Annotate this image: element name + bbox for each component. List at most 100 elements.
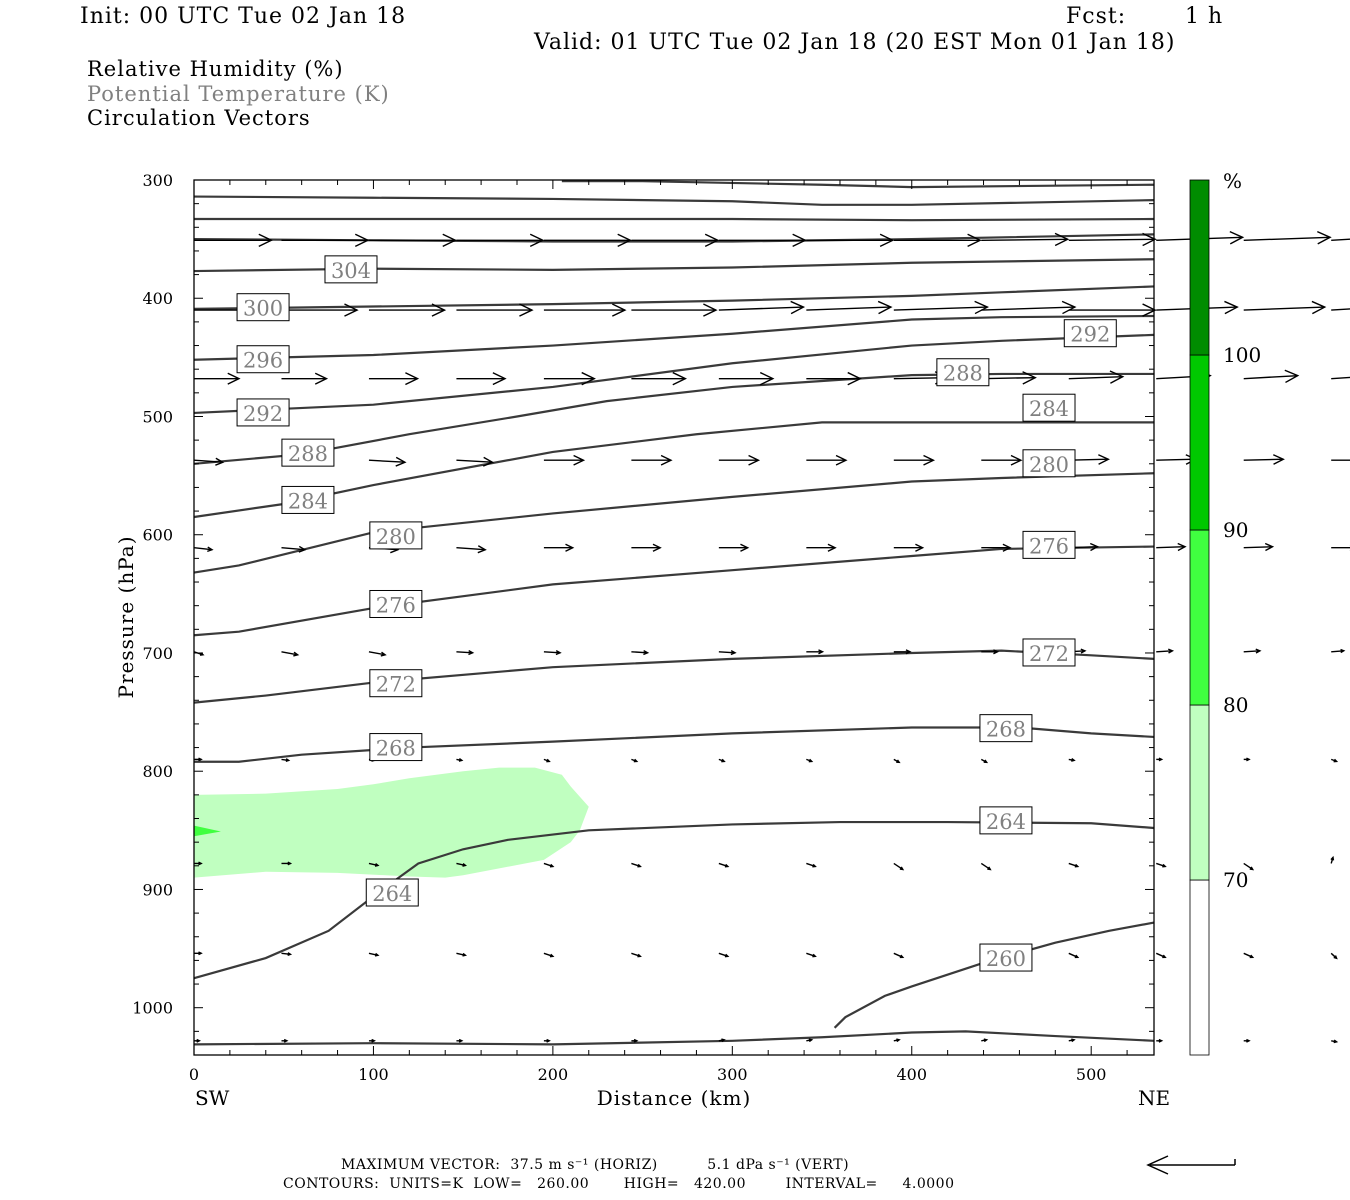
circulation-vector (368, 233, 457, 248)
circulation-vector (893, 300, 990, 315)
colorbar-unit: % (1223, 169, 1242, 193)
circulation-vector (806, 300, 893, 315)
circulation-vector (631, 454, 673, 466)
circulation-vector (1331, 544, 1350, 551)
circulation-vector (194, 372, 241, 385)
isentrope-292 (193, 333, 1155, 415)
vector-layer (193, 231, 1350, 1044)
circulation-vector (1068, 862, 1080, 868)
circulation-vector (1331, 1039, 1339, 1044)
circulation-vector (543, 649, 562, 656)
circulation-vector (806, 233, 895, 248)
x-left-label: SW (195, 1086, 230, 1110)
contour-label: 268 (369, 733, 423, 762)
y-tick-label: 900 (142, 880, 173, 899)
circulation-vector (194, 233, 274, 248)
contour-label: 280 (1022, 449, 1076, 478)
reference-vector-icon (1146, 1155, 1236, 1175)
circulation-vector (1331, 238, 1350, 242)
circulation-vector (893, 454, 936, 466)
circulation-vector (193, 651, 205, 656)
circulation-vector (893, 233, 982, 248)
circulation-vector (543, 952, 555, 958)
circulation-vector (543, 371, 596, 386)
circulation-vector (631, 371, 687, 386)
svg-text:268: 268 (986, 718, 1026, 742)
contour-label: 276 (369, 589, 423, 618)
circulation-vector (281, 758, 291, 762)
circulation-vector (1243, 648, 1262, 654)
circulation-vector (631, 952, 642, 958)
isentrope-layer (193, 180, 1155, 1046)
circulation-vector (718, 233, 807, 248)
isentrope-276 (193, 545, 1155, 637)
colorbar-segment (1189, 879, 1210, 1056)
circulation-vector (194, 1038, 202, 1043)
svg-text:264: 264 (986, 810, 1026, 834)
circulation-vector (1243, 1038, 1251, 1043)
circulation-vector (543, 233, 632, 248)
circulation-vector (1068, 303, 1157, 317)
y-tick-label: 800 (142, 762, 173, 781)
x-axis-title: Distance (km) (597, 1086, 752, 1110)
contour-label: 260 (979, 943, 1033, 972)
field-theta: Potential Temperature (K) (87, 82, 390, 106)
contour-label: 284 (1022, 393, 1076, 422)
init-time: Init: 00 UTC Tue 02 Jan 18 (80, 4, 407, 29)
circulation-vector (1243, 952, 1255, 959)
circulation-vector (1243, 300, 1327, 315)
colorbar-label: 70 (1223, 868, 1248, 892)
y-tick-label: 1000 (132, 999, 173, 1018)
circulation-vector (456, 862, 468, 867)
y-tick-label: 300 (142, 171, 173, 190)
circulation-vector (718, 454, 761, 466)
circulation-vector (1330, 952, 1338, 960)
contour-label: 280 (369, 521, 423, 550)
isentrope-320 (561, 180, 1155, 189)
circulation-vector (543, 303, 627, 317)
circulation-vector (1243, 369, 1300, 384)
isentrope-296 (193, 314, 1155, 361)
circulation-vector (1068, 370, 1125, 384)
field-rh: Relative Humidity (%) (87, 57, 344, 81)
circulation-vector (281, 303, 359, 317)
contour-label: 272 (1022, 638, 1076, 667)
circulation-vector (631, 1038, 639, 1043)
circulation-vector (456, 303, 534, 317)
circulation-vector (806, 543, 837, 552)
circulation-vector (368, 456, 407, 467)
isentrope-300 (193, 285, 1155, 310)
contour-label: 264 (365, 878, 419, 907)
circulation-vector (281, 1038, 289, 1043)
x-tick-label: 100 (358, 1065, 389, 1084)
x-right-label: NE (1138, 1086, 1170, 1110)
isentrope-288 (193, 372, 1154, 465)
contour-label: 276 (1022, 530, 1076, 559)
circulation-vector (718, 862, 730, 868)
circulation-vector (806, 371, 862, 386)
isentrope-264 (193, 820, 1155, 980)
svg-text:260: 260 (986, 947, 1026, 971)
svg-text:276: 276 (376, 593, 416, 617)
circulation-vector (806, 454, 848, 466)
circulation-vector (368, 303, 447, 317)
contour-label: 284 (281, 485, 335, 514)
circulation-vector (806, 862, 817, 868)
contour-info: CONTOURS: UNITS=K LOW= 260.00 HIGH= 420.… (283, 1176, 955, 1192)
svg-text:288: 288 (288, 442, 328, 466)
circulation-vector (368, 1038, 376, 1043)
circulation-vector (194, 757, 203, 762)
x-tick-label: 400 (896, 1065, 927, 1084)
circulation-vector (368, 651, 387, 657)
rh-region-70-80 (194, 767, 589, 878)
x-tick-label: 0 (189, 1065, 199, 1084)
svg-text:296: 296 (243, 349, 283, 373)
circulation-vector (893, 952, 905, 959)
circulation-vector (631, 303, 718, 317)
svg-text:268: 268 (376, 737, 416, 761)
colorbar-label: 90 (1223, 518, 1248, 542)
svg-text:280: 280 (376, 525, 416, 549)
contour-label: 296 (236, 345, 290, 374)
